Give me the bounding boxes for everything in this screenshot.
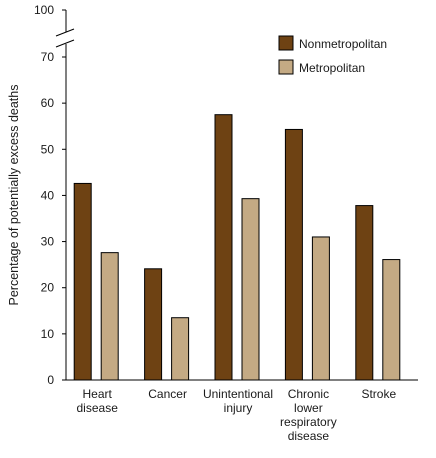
bar-nonmetropolitan-4 — [355, 205, 374, 381]
y-tick-label: 20 — [41, 281, 55, 295]
y-tick-label: 50 — [41, 142, 55, 156]
bar-nonmetropolitan-1 — [144, 268, 163, 381]
legend-label-nonmetropolitan: Nonmetropolitan — [299, 37, 387, 51]
axis-break-mark — [55, 28, 75, 37]
bar-nonmetropolitan-0 — [73, 182, 92, 381]
x-tick-label: injury — [224, 401, 253, 415]
bar-metropolitan-0 — [100, 252, 119, 381]
x-tick-label: respiratory — [280, 415, 337, 429]
y-tick-label: 40 — [41, 188, 55, 202]
x-tick-label: Chronic — [288, 387, 329, 401]
x-tick-label: lower — [294, 401, 323, 415]
y-tick-label: 30 — [41, 235, 55, 249]
y-axis-label: Percentage of potentially excess deaths — [7, 85, 21, 306]
bar-nonmetropolitan-3 — [284, 128, 303, 381]
y-tick-label: 100 — [34, 3, 54, 17]
axis-break-mark — [55, 39, 75, 48]
y-tick-label: 60 — [41, 96, 55, 110]
legend-swatch-metropolitan — [278, 59, 294, 75]
bar-nonmetropolitan-2 — [214, 114, 233, 381]
bar-metropolitan-3 — [311, 236, 330, 381]
x-tick-label: Heart — [83, 387, 113, 401]
bar-metropolitan-4 — [382, 259, 401, 381]
x-tick-label: Stroke — [361, 387, 396, 401]
y-tick-label: 10 — [41, 327, 55, 341]
x-tick-label: disease — [288, 429, 330, 443]
x-tick-label: disease — [77, 401, 119, 415]
legend-label-metropolitan: Metropolitan — [299, 61, 365, 75]
bar-metropolitan-1 — [171, 317, 190, 381]
legend-swatch-nonmetropolitan — [278, 35, 294, 51]
x-tick-label: Cancer — [148, 387, 187, 401]
x-tick-label: Unintentional — [203, 387, 273, 401]
y-tick-label: 70 — [41, 50, 55, 64]
bar-metropolitan-2 — [241, 198, 260, 381]
y-tick-label: 0 — [47, 373, 54, 387]
